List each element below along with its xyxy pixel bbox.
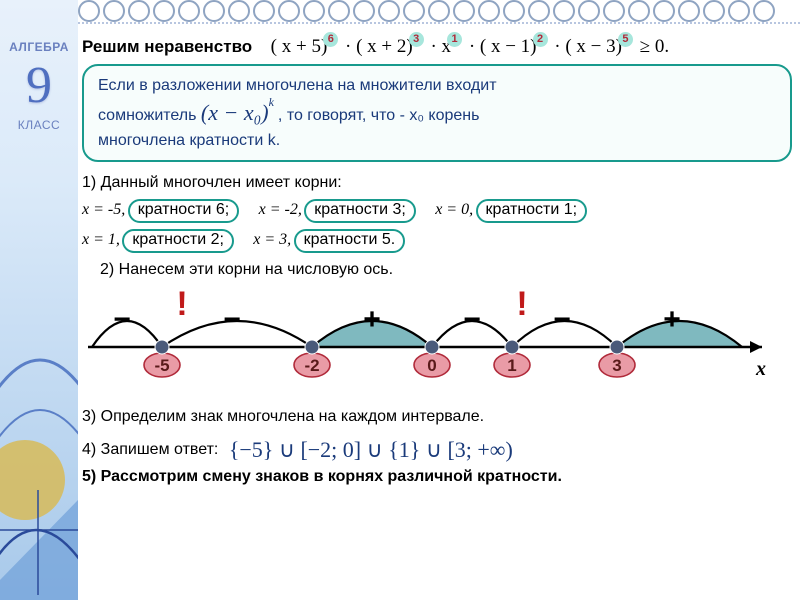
callout-line: сомножитель (x − x₀)k , то говорят, что … bbox=[98, 97, 776, 129]
svg-text:+: + bbox=[663, 303, 681, 336]
svg-text:!: ! bbox=[516, 285, 527, 323]
class-label: КЛАСС bbox=[0, 118, 78, 132]
svg-text:x: x bbox=[755, 358, 766, 380]
exp-badge: 2 bbox=[533, 32, 548, 47]
step-2: 2) Нанесем эти корни на числовую ось. bbox=[100, 261, 792, 279]
definition-callout: Если в разложении многочлена на множител… bbox=[82, 64, 792, 162]
callout-line: Если в разложении многочлена на множител… bbox=[98, 74, 776, 97]
svg-text:+: + bbox=[363, 303, 381, 336]
exp-badge: 1 bbox=[447, 32, 462, 47]
page: АЛГЕБРА 9 КЛАСС for(let i=0;i<28;i++)doc… bbox=[0, 0, 800, 600]
multiplicity-oval: кратности 2; bbox=[122, 229, 234, 253]
step-5: 5) Рассмотрим смену знаков в корнях разл… bbox=[82, 468, 792, 486]
number-line-svg: x − − + − − + -5! -2 0 1! 3 bbox=[82, 285, 782, 395]
svg-text:!: ! bbox=[176, 285, 187, 323]
multiplicity-oval: кратности 1; bbox=[476, 199, 588, 223]
svg-text:-5: -5 bbox=[154, 356, 169, 375]
callout-formula: (x − x₀)k bbox=[201, 107, 278, 124]
spiral-binding: for(let i=0;i<28;i++)document.write('<sp… bbox=[78, 0, 800, 30]
roots-row: x = 1, кратности 2; x = 3, кратности 5. bbox=[82, 229, 792, 253]
exp-badge: 6 bbox=[323, 32, 338, 47]
content: Решим неравенство ( x + 5)6 · ( x + 2)3 … bbox=[82, 36, 792, 596]
number-line: x − − + − − + -5! -2 0 1! 3 bbox=[82, 285, 792, 400]
sidebar: АЛГЕБРА 9 КЛАСС bbox=[0, 0, 78, 600]
grade-number: 9 bbox=[0, 60, 78, 112]
svg-text:−: − bbox=[113, 303, 131, 336]
svg-text:−: − bbox=[463, 303, 481, 336]
step-1-lead: 1) Данный многочлен имеет корни: bbox=[82, 172, 792, 194]
page-title: Решим неравенство bbox=[82, 37, 252, 56]
step-1: 1) Данный многочлен имеет корни: x = -5,… bbox=[82, 172, 792, 252]
roots-row: x = -5, кратности 6; x = -2, кратности 3… bbox=[82, 199, 792, 223]
step-4-lead: 4) Запишем ответ: bbox=[82, 441, 218, 458]
sidebar-decoration bbox=[0, 200, 78, 600]
svg-text:3: 3 bbox=[612, 356, 621, 375]
multiplicity-oval: кратности 5. bbox=[294, 229, 406, 253]
subject-label: АЛГЕБРА bbox=[0, 40, 78, 54]
exp-badge: 3 bbox=[409, 32, 424, 47]
answer: {−5} ∪ [−2; 0] ∪ {1} ∪ [3; +∞) bbox=[229, 437, 513, 462]
inequality: ( x + 5)6 · ( x + 2)3 · x1 · ( x − 1)2 ·… bbox=[271, 36, 670, 57]
svg-text:1: 1 bbox=[507, 356, 516, 375]
exp-badge: 5 bbox=[618, 32, 633, 47]
multiplicity-oval: кратности 3; bbox=[304, 199, 416, 223]
step-3: 3) Определим знак многочлена на каждом и… bbox=[82, 408, 792, 426]
svg-text:−: − bbox=[223, 303, 241, 336]
callout-line: многочлена кратности k. bbox=[98, 129, 776, 152]
svg-text:-2: -2 bbox=[304, 356, 319, 375]
svg-text:0: 0 bbox=[427, 356, 436, 375]
multiplicity-oval: кратности 6; bbox=[128, 199, 240, 223]
step-4: 4) Запишем ответ: {−5} ∪ [−2; 0] ∪ {1} ∪… bbox=[82, 434, 792, 460]
header-row: Решим неравенство ( x + 5)6 · ( x + 2)3 … bbox=[82, 36, 792, 58]
svg-text:−: − bbox=[553, 303, 571, 336]
